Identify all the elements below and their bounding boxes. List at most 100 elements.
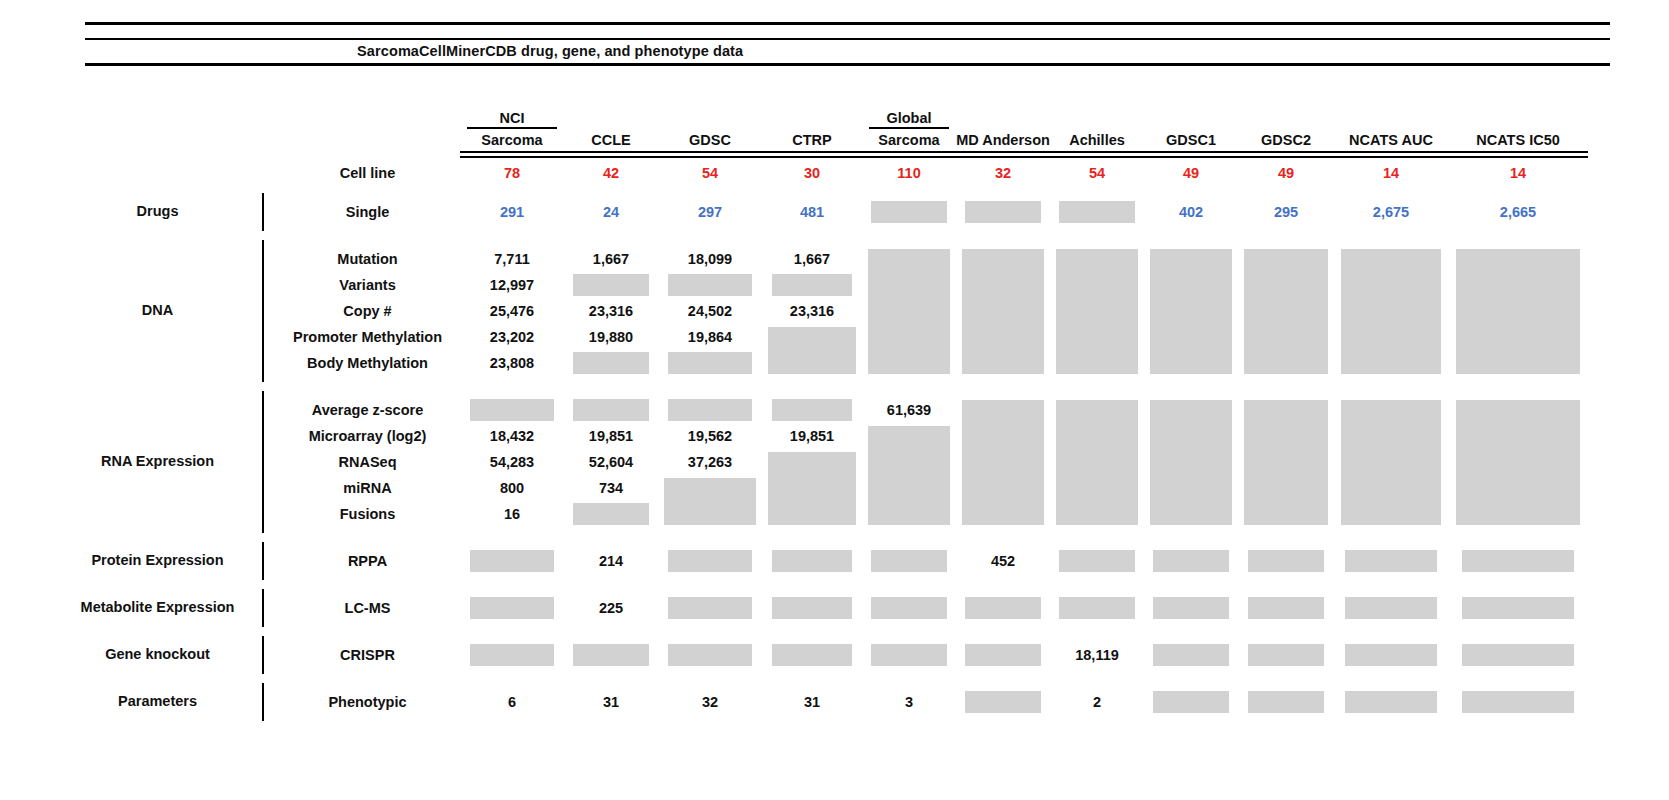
data-cell — [460, 642, 564, 668]
data-cell: 14 — [1334, 160, 1448, 186]
data-cell — [862, 548, 956, 574]
data-cell — [862, 595, 956, 621]
category-label: Protein Expression — [65, 548, 250, 574]
data-cell — [1334, 397, 1448, 527]
data-cell — [762, 449, 862, 527]
column-header-label: Sarcoma — [481, 132, 542, 150]
column-header-label: Sarcoma — [878, 132, 939, 150]
column-header-label: Achilles — [1069, 132, 1125, 150]
category-label: Drugs — [65, 199, 250, 225]
missing-data-box — [1056, 249, 1139, 374]
missing-data-box — [1345, 691, 1436, 713]
data-cell — [762, 642, 862, 668]
data-cell — [564, 397, 658, 423]
header-double-rule — [460, 151, 1588, 158]
missing-data-box — [1248, 644, 1325, 666]
category-divider — [250, 397, 275, 527]
row-label: Microarray (log2) — [275, 423, 460, 449]
missing-data-box — [772, 550, 852, 572]
missing-data-box — [1059, 597, 1134, 619]
data-cell — [1334, 642, 1448, 668]
column-header-label: GDSC1 — [1166, 132, 1216, 150]
missing-data-box — [1345, 644, 1436, 666]
missing-data-box — [1345, 550, 1436, 572]
missing-data-box — [868, 426, 951, 525]
data-cell — [956, 397, 1050, 527]
data-cell: 61,639 — [862, 397, 956, 423]
missing-data-box — [1244, 400, 1328, 525]
data-cell — [658, 642, 762, 668]
data-cell — [1144, 595, 1238, 621]
missing-data-box — [470, 399, 553, 421]
category-label: Metabolite Expression — [65, 595, 250, 621]
column-header: CTRP — [762, 94, 862, 150]
missing-data-box — [768, 452, 856, 525]
missing-data-box — [1153, 597, 1228, 619]
missing-data-box — [965, 691, 1040, 713]
data-cell — [1448, 246, 1588, 376]
data-cell — [658, 397, 762, 423]
column-header-row: NCISarcomaCCLEGDSCCTRPGlobalSarcomaMD An… — [65, 94, 1669, 155]
category-divider — [250, 199, 275, 225]
data-cell: 2,665 — [1448, 199, 1588, 225]
column-header-label: NCATS IC50 — [1476, 132, 1560, 150]
missing-data-box — [965, 644, 1040, 666]
data-cell: 1,667 — [762, 246, 862, 272]
row-label: Single — [275, 199, 460, 225]
row-label: Mutation — [275, 246, 460, 272]
data-cell — [564, 350, 658, 376]
missing-data-box — [772, 644, 852, 666]
missing-data-box — [1341, 249, 1441, 374]
data-cell: 16 — [460, 501, 564, 527]
column-header: GDSC1 — [1144, 94, 1238, 150]
column-header-label: CTRP — [792, 132, 831, 150]
data-cell: 800 — [460, 475, 564, 501]
data-cell — [564, 501, 658, 527]
data-cell — [1448, 548, 1588, 574]
vertical-divider-line — [262, 240, 264, 382]
data-cell — [460, 548, 564, 574]
column-header-label: MD Anderson — [956, 132, 1050, 150]
row-label: CRISPR — [275, 642, 460, 668]
data-cell: 24 — [564, 199, 658, 225]
data-cell — [658, 272, 762, 298]
data-cell — [658, 548, 762, 574]
figure-table: SarcomaCellMinerCDB drug, gene, and phen… — [0, 0, 1669, 715]
data-cell: 18,099 — [658, 246, 762, 272]
data-cell — [1144, 397, 1238, 527]
data-cell: 78 — [460, 160, 564, 186]
column-header-top-label: Global — [869, 110, 950, 129]
title-rule-box: SarcomaCellMinerCDB drug, gene, and phen… — [85, 38, 1610, 66]
missing-data-box — [1248, 550, 1325, 572]
column-header-label: GDSC — [689, 132, 731, 150]
row-label: RPPA — [275, 548, 460, 574]
data-cell: 19,562 — [658, 423, 762, 449]
data-cell: 54,283 — [460, 449, 564, 475]
row-label: Body Methylation — [275, 350, 460, 376]
data-cell: 734 — [564, 475, 658, 501]
row-label: RNASeq — [275, 449, 460, 475]
data-cell: 37,263 — [658, 449, 762, 475]
missing-data-box — [664, 478, 756, 525]
category-label: DNA — [65, 246, 250, 376]
missing-data-box — [1150, 400, 1233, 525]
column-header: MD Anderson — [956, 94, 1050, 150]
data-cell: 30 — [762, 160, 862, 186]
data-cell: 49 — [1238, 160, 1334, 186]
data-cell: 2 — [1050, 689, 1144, 715]
data-cell — [956, 642, 1050, 668]
data-cell: 32 — [956, 160, 1050, 186]
missing-data-box — [1345, 597, 1436, 619]
vertical-divider-line — [262, 193, 264, 231]
data-cell: 110 — [862, 160, 956, 186]
data-cell — [658, 475, 762, 527]
table-body: Cell line78425430110325449491414DrugsSin… — [65, 160, 1669, 715]
data-cell — [956, 199, 1050, 225]
missing-data-box — [962, 249, 1045, 374]
table-section: Gene knockoutCRISPR18,119 — [65, 642, 1669, 668]
missing-data-box — [668, 352, 751, 374]
data-cell — [862, 199, 956, 225]
data-cell: 23,202 — [460, 324, 564, 350]
data-cell — [1238, 397, 1334, 527]
data-cell: 14 — [1448, 160, 1588, 186]
